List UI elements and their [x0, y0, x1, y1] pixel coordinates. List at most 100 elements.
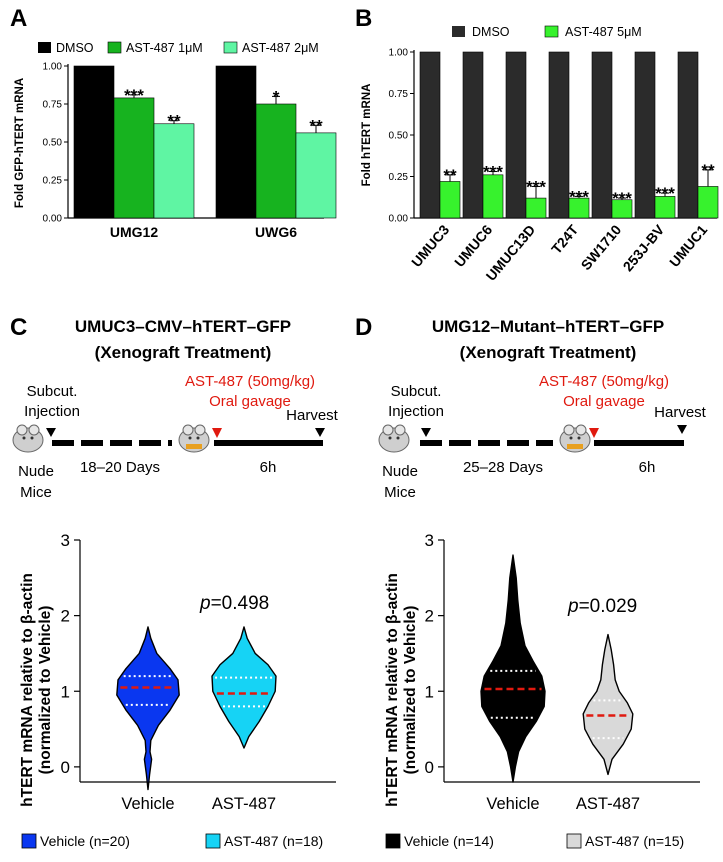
panel-letter-a: A	[10, 5, 27, 32]
panel-b: B DMSO AST-487 5μM Fold hTERT mRNA 0.000…	[355, 5, 719, 284]
legend-c-label-0: Vehicle (n=20)	[40, 833, 130, 849]
legend-c-label-1: AST-487 (n=18)	[224, 833, 323, 849]
panel-c-subcut: Subcut.	[27, 383, 78, 400]
chartB-significance: ***	[655, 184, 675, 203]
chartB-category-label: UMUC6	[451, 221, 495, 270]
chartB-category-label: UMUC1	[666, 221, 710, 270]
legend-d: Vehicle (n=14) AST-487 (n=15)	[385, 833, 684, 849]
panel-d: D UMG12–Mutant–hTERT–GFP (Xenograft Trea…	[355, 314, 707, 849]
chartB-category-label: UMUC3	[408, 221, 452, 270]
y-axis-label-c-2: (normalized to Vehicle)	[37, 606, 54, 775]
panel-d-subtitle: (Xenograft Treatment)	[460, 343, 637, 362]
p-value-d-label: p	[567, 596, 579, 617]
chartD-ytick-label: 0	[425, 758, 434, 777]
chartC-ytick-label: 1	[61, 682, 70, 701]
panel-letter-c: C	[10, 314, 27, 341]
panel-d-gavage: Oral gavage	[563, 393, 645, 410]
chartB-bar	[591, 51, 613, 219]
chartB-category-label: T24T	[548, 221, 582, 257]
panel-d-subcut: Subcut.	[391, 383, 442, 400]
mouse-treated-icon	[178, 424, 210, 453]
panel-d-treatment: AST-487 (50mg/kg)	[539, 373, 669, 390]
legend-b-label-1: AST-487 5μM	[565, 25, 642, 39]
chartB-bar	[419, 51, 441, 219]
chartD-violin-0	[480, 554, 546, 783]
chartC-violin-0	[116, 626, 180, 791]
chartA-ytick-label: 0.50	[43, 138, 63, 149]
chartD-violin-1	[582, 633, 634, 776]
chart-d: 0 1 2 3 Vehicle AST-487	[425, 531, 700, 813]
p-value-c-label: p	[199, 593, 211, 614]
panel-d-harvest: Harvest	[654, 404, 707, 421]
legend-a-label-2: AST-487 2μM	[242, 41, 319, 55]
y-axis-label-d-2: (normalized to Vehicle)	[402, 606, 419, 775]
gavage-marker-d	[589, 428, 599, 438]
chartA-bar	[255, 103, 297, 219]
chartD-category-label: AST-487	[576, 795, 640, 813]
chartB-bar	[697, 186, 719, 219]
mouse-treated-icon-d	[559, 424, 591, 453]
legend-d-swatch-0	[385, 833, 401, 849]
injection-marker	[46, 428, 56, 437]
panel-a: A DMSO AST-487 1μM AST-487 2μM Fold GFP-…	[10, 5, 337, 240]
chartC-violin-1	[211, 626, 277, 749]
chartA-ytick-label: 1.00	[43, 62, 63, 73]
chartA-significance: ***	[124, 86, 144, 105]
chartB-significance: ***	[483, 163, 503, 182]
injection-marker-d	[421, 428, 431, 437]
mouse-icon-d	[378, 424, 410, 453]
panel-d-hours: 6h	[639, 459, 656, 476]
legend-c-swatch-0	[21, 833, 37, 849]
legend-c-swatch-1	[205, 833, 221, 849]
legend-b: DMSO AST-487 5μM	[452, 25, 642, 39]
chart-b: 0.00 0.25 0.50 0.75 1.00 ** UMUC3 *** UMUC6 *** UM…	[389, 48, 719, 284]
legend-a-swatch-1	[107, 41, 122, 54]
panel-c-days: 18–20 Days	[80, 459, 160, 476]
chartB-bar	[525, 197, 547, 219]
legend-a-swatch-2	[223, 41, 238, 54]
chartB-bar	[548, 51, 570, 219]
chartD-ytick-label: 3	[425, 531, 434, 550]
chartB-ytick-label: 0.75	[389, 89, 409, 100]
chartB-ytick-label: 0.00	[389, 214, 409, 225]
chartA-ytick-label: 0.25	[43, 176, 63, 187]
chartB-significance: ***	[612, 189, 632, 208]
chartB-significance: ***	[569, 187, 589, 206]
panel-c-subtitle: (Xenograft Treatment)	[95, 343, 272, 362]
chartB-bar	[439, 181, 461, 219]
chartC-category-label: Vehicle	[121, 795, 174, 813]
chartC-category-label: AST-487	[212, 795, 276, 813]
chartD-category-label: Vehicle	[486, 795, 539, 813]
legend-b-swatch-0	[452, 26, 465, 37]
chartA-bar	[295, 132, 337, 219]
panel-c-nude: Nude	[18, 463, 54, 480]
chartD-ytick-label: 1	[425, 682, 434, 701]
chart-a: 0.000.250.500.751.00*****UMG12***UWG6	[43, 62, 337, 240]
panel-c-injection: Injection	[24, 403, 80, 420]
p-value-d-value: =0.029	[579, 596, 638, 617]
chart-c: 0 1 2 3 Vehicle AST-487	[61, 531, 336, 813]
chartA-significance: **	[167, 112, 181, 131]
harvest-marker-d	[677, 425, 687, 434]
p-value-c: p=0.498	[199, 593, 269, 614]
panel-c-hours: 6h	[260, 459, 277, 476]
chartA-bar	[73, 65, 115, 219]
legend-a-swatch-0	[38, 42, 51, 53]
legend-d-swatch-1	[566, 833, 582, 849]
panel-d-injection: Injection	[388, 403, 444, 420]
panel-d-days: 25–28 Days	[463, 459, 543, 476]
chartB-bar	[634, 51, 656, 219]
mouse-icon	[12, 424, 44, 453]
y-axis-label-b: Fold hTERT mRNA	[361, 84, 373, 187]
p-value-d: p=0.029	[567, 596, 637, 617]
chartA-ytick-label: 0.00	[43, 214, 63, 225]
panel-c-title: UMUC3–CMV–hTERT–GFP	[75, 317, 291, 336]
panel-c: C UMUC3–CMV–hTERT–GFP (Xenograft Treatme…	[10, 314, 339, 849]
chartA-bar	[153, 123, 195, 219]
legend-d-label-1: AST-487 (n=15)	[585, 833, 684, 849]
chartA-category-label: UMG12	[110, 224, 158, 240]
chartA-ytick-label: 0.75	[43, 100, 63, 111]
chartB-ytick-label: 0.50	[389, 131, 409, 142]
legend-d-label-0: Vehicle (n=14)	[404, 833, 494, 849]
